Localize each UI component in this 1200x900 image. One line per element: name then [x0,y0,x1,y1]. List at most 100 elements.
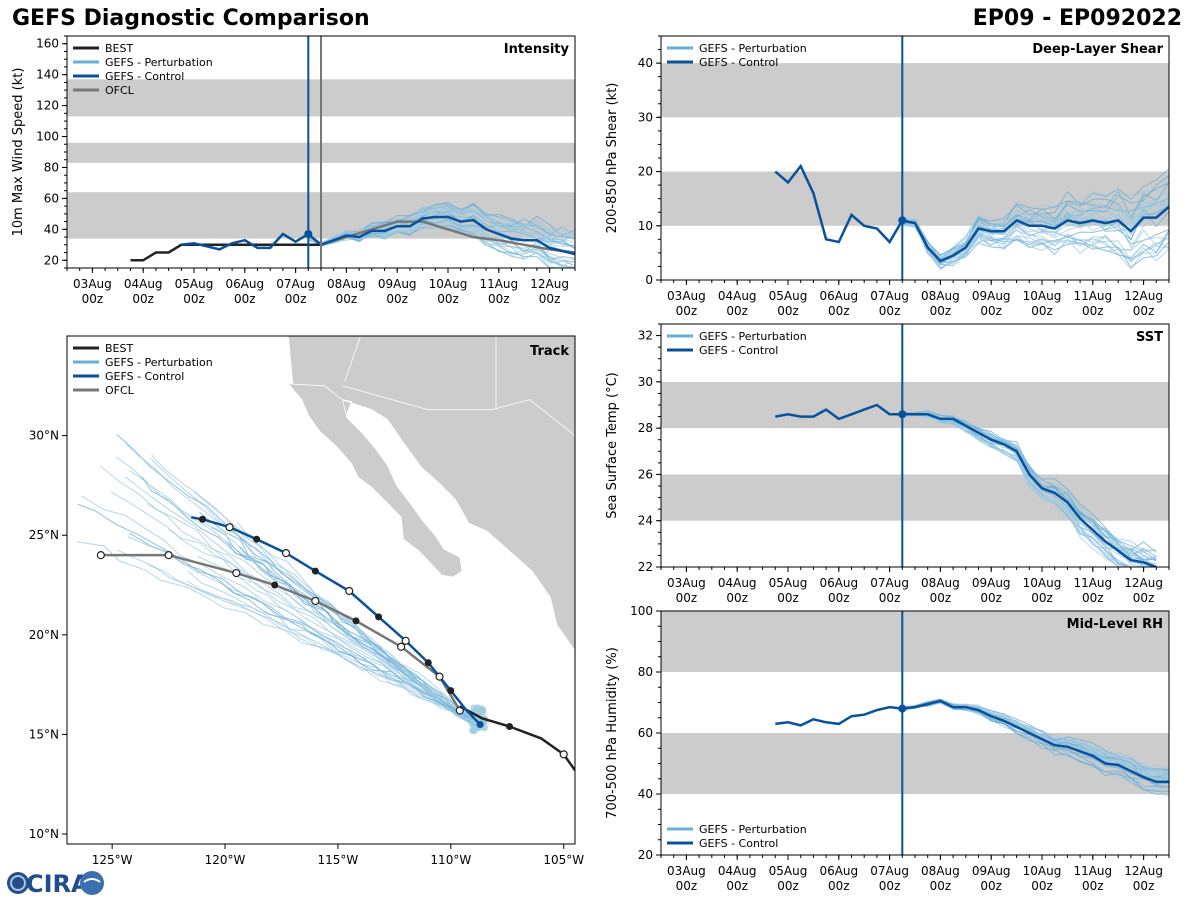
shear-xtick-day: 07Aug [870,289,909,303]
sst-xtick-day: 07Aug [870,576,909,590]
intensity-best-line [130,243,321,262]
intensity-xtick-hour: 00z [386,292,408,306]
track-control-marker-filled [447,687,455,695]
track-xtick-label: 105°W [543,853,584,867]
legend-label: GEFS - Control [105,370,184,383]
sst-control-line [775,403,1157,567]
intensity-xtick-hour: 00z [183,292,205,306]
track-best-marker-open [559,750,568,759]
rh-xtick-day: 06Aug [819,864,858,878]
sst-xtick-day: 03Aug [667,576,706,590]
track-perturbation-line [116,433,480,723]
rh-xtick-hour: 00z [930,879,952,893]
track-xtick-label: 115°W [318,853,359,867]
legend-label: GEFS - Control [699,344,778,357]
intensity-xtick-day: 12Aug [530,277,569,291]
intensity-perturbation-line [308,202,575,245]
track-perturbation-line [146,502,476,728]
intensity-xtick-hour: 00z [132,292,154,306]
shear-ylabel: 200-850 hPa Shear (kt) [605,83,620,234]
shear-xtick-day: 12Aug [1124,289,1163,303]
legend-label: OFCL [105,84,135,97]
sst-title: SST [1136,330,1163,345]
track-panel: 125°W 120°W 115°W 110°W 105°W 10°N 15°N 20°N 25°… [29,335,584,867]
rh-xtick-hour: 00z [879,879,901,893]
shear-perturbation-line [902,223,1169,271]
track-frame [66,335,576,845]
track-control-marker-filled [375,613,383,621]
rh-xtick-hour: 00z [1133,879,1155,893]
legend-label: GEFS - Perturbation [699,823,807,836]
shear-xtick-day: 06Aug [819,289,858,303]
legend-label: GEFS - Perturbation [699,42,807,55]
track-ofcl-marker-open [96,551,105,560]
shear-perturbation-line [902,182,1169,256]
sst-perturbation-line [902,412,1157,567]
shear-xtick-hour: 00z [828,304,850,318]
shear-xtick-hour: 00z [1031,304,1053,318]
shear-xtick-day: 04Aug [718,289,757,303]
shear-ytick-label: 10 [638,219,653,233]
shear-perturbation-line [902,216,1169,262]
shear-xtick-day: 08Aug [921,289,960,303]
shear-panel: 01020304003Aug00z04Aug00z05Aug00z06Aug00… [605,35,1170,318]
rh-xtick-day: 08Aug [921,864,960,878]
rh-control-line [775,699,1169,784]
track-xtick-label: 120°W [205,853,246,867]
shear-title: Deep-Layer Shear [1032,42,1163,57]
shear-xtick-hour: 00z [777,304,799,318]
baja-peninsula [287,383,463,578]
sst-ytick-label: 24 [638,514,653,528]
legend-label: GEFS - Control [699,837,778,850]
rh-title: Mid-Level RH [1067,617,1163,632]
intensity-xtick-day: 03Aug [73,277,112,291]
legend-label: GEFS - Perturbation [105,56,213,69]
rh-xtick-hour: 00z [676,879,698,893]
track-title: Track [530,344,569,359]
intensity-xtick-hour: 00z [285,292,307,306]
track-perturbation-line [222,583,482,727]
rh-xtick-hour: 00z [980,879,1002,893]
sst-xtick-day: 04Aug [718,576,757,590]
intensity-xtick-hour: 00z [234,292,256,306]
shear-xtick-hour: 00z [930,304,952,318]
sst-xtick-hour: 00z [1133,591,1155,605]
intensity-xtick-day: 04Aug [124,277,163,291]
shear-xtick-day: 11Aug [1073,289,1112,303]
track-perturbation-line [151,454,482,723]
rh-xtick-day: 05Aug [769,864,808,878]
track-ofcl-marker-open [164,551,173,560]
sst-xtick-day: 10Aug [1023,576,1062,590]
track-perturbation-line [116,549,476,725]
shear-ytick-label: 40 [638,56,653,70]
rh-xtick-day: 07Aug [870,864,909,878]
sst-ytick-label: 26 [638,467,653,481]
shear-xtick-day: 09Aug [972,289,1011,303]
shear-perturbation-line [902,222,1169,270]
cira-logo: CIRA [7,870,104,898]
intensity-ytick-label: 20 [44,253,59,267]
rh-band [661,611,1169,672]
border-line [342,385,575,436]
shear-ytick-label: 30 [638,110,653,124]
intensity-xtick-day: 07Aug [276,277,315,291]
track-control-marker-filled [476,720,484,728]
border-line [344,336,361,382]
track-best-marker-filled [506,722,514,730]
rh-xtick-day: 09Aug [972,864,1011,878]
sst-ytick-label: 32 [638,329,653,343]
shear-band [661,63,1169,118]
cira-swirl-icon [80,871,104,895]
cira-logo-text: CIRA [26,870,90,898]
intensity-xtick-hour: 00z [437,292,459,306]
rh-ylabel: 700-500 hPa Humidity (%) [605,647,620,819]
intensity-xtick-day: 10Aug [429,277,468,291]
intensity-ytick-label: 100 [36,130,59,144]
sst-xtick-hour: 00z [879,591,901,605]
sst-xtick-day: 12Aug [1124,576,1163,590]
sst-ytick-label: 30 [638,375,653,389]
track-perturbation-line [187,570,476,724]
